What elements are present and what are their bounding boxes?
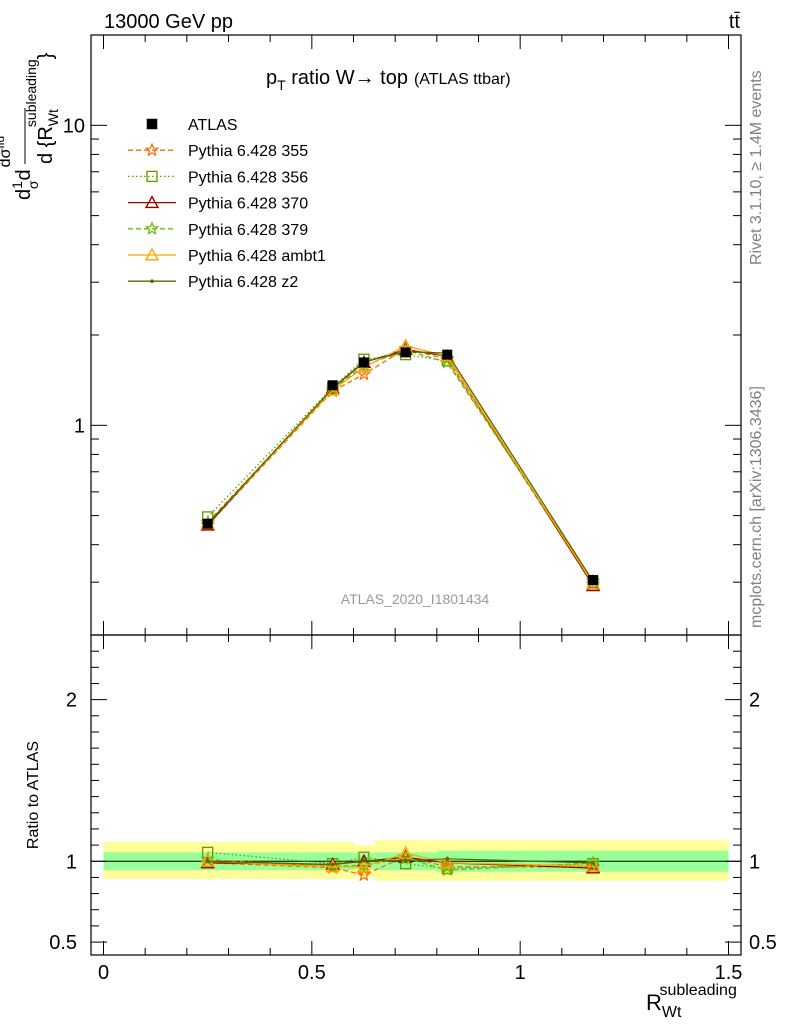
series-line [207,348,594,585]
ratio-point [356,857,372,872]
header-right: tt̄ [729,11,741,33]
main-plot: 1 10 pT ratio W→ top (ATLAS ttbar) d1σddσf… [0,34,742,636]
series-line [207,354,594,583]
x-axis-label-sub: Wt [662,1004,682,1021]
legend-label: ATLAS [188,117,238,134]
main-series-group [200,338,601,592]
svg-text:d {RWtsubleading}: d {RWtsubleading} [23,52,61,164]
atlas-point [202,518,213,529]
legend-marker [150,279,154,284]
atlas-point [442,349,453,360]
series-atlas [202,347,599,586]
ratio-xtick-label: 1.5 [715,962,743,984]
ratio-point [362,858,366,863]
ratio-point [403,858,408,863]
ratio-line [207,855,594,876]
legend-item: Pythia 6.428 z2 [128,274,298,291]
ratio-point [440,855,455,869]
legend-marker [146,170,158,183]
rivet-label: Rivet 3.1.10, ≥ 1.4M events [748,70,765,265]
legend-marker [144,221,160,236]
legend-item: Pythia 6.428 ambt1 [128,247,326,265]
legend-label: Pythia 6.428 370 [188,196,308,213]
x-axis-label: RWt subleading [646,982,737,1021]
analysis-label: ATLAS_2020_I1801434 [341,591,490,607]
legend-label: Pythia 6.428 ambt1 [188,248,326,265]
legend-label: Pythia 6.428 355 [188,143,308,160]
series-pythia-6-428-z2 [205,349,595,584]
ratio-ytick-label: 2 [66,690,77,712]
legend-marker [144,142,160,157]
ratio-xtick-label: 0.5 [298,962,326,984]
title-suffix: (ATLAS ttbar) [414,71,511,88]
ratio-series-pythia-6-428-z2 [205,857,595,867]
series-pythia-6-428-ambt1 [200,338,601,590]
series-line [207,348,594,587]
legend-marker [146,118,158,130]
ratio-xtick-label: 0 [98,962,109,984]
legend-marker [144,247,160,261]
main-ticks: 1 10 [63,34,741,636]
legend-label: Pythia 6.428 356 [188,169,308,186]
ratio-point [330,862,335,867]
ratio-point [356,867,372,882]
legend-item: Pythia 6.428 355 [128,142,308,160]
mcplots-label: mcplots.cern.ch [arXiv:1306.3436] [748,386,765,628]
title-p: p [266,67,277,89]
ratio-point [585,859,601,874]
ratio-xtick-label: 1 [515,962,526,984]
ratio-line [207,858,594,866]
ratio-line [207,851,594,870]
ratio-frame [90,634,742,956]
x-axis-label-sup: subleading [659,982,736,999]
atlas-point [400,347,411,358]
main-ytick-label: 1 [74,415,85,437]
legend: ATLAS Pythia 6.428 355 Pythia 6.428 356 Pyt… [128,117,326,291]
header-left: 13000 GeV pp [104,11,233,33]
legend-item: Pythia 6.428 370 [128,195,308,213]
series-line [207,345,594,585]
y-axis-label: d1σddσfid d {RWtsubleading} [0,52,61,200]
series-line [207,349,594,582]
legend-label: Pythia 6.428 z2 [188,274,298,291]
ratio-ytick-label-right: 0.5 [749,932,777,954]
atlas-point [358,357,369,368]
ratio-ytick-label: 0.5 [49,932,77,954]
ratio-point [325,859,340,873]
ratio-point [398,845,413,859]
series-line [207,351,594,582]
ratio-ticks: 0.5 0.5 1 1 2 2 0 0.5 1 1.5 [49,635,777,984]
legend-item: Pythia 6.428 356 [128,169,308,186]
main-ytick-label: 10 [63,115,85,137]
plot-title: pT ratio W→ top (ATLAS ttbar) [266,67,511,93]
ratio-point [200,853,215,867]
ratio-plot: 0.5 0.5 1 1 2 2 0 0.5 1 1.5 Ratio to ATLAS RWt sub… [25,634,777,1021]
legend-item: Pythia 6.428 379 [128,221,308,239]
ratio-point [445,857,450,861]
ratio-ytick-label: 1 [66,851,77,873]
ratio-ytick-label-right: 1 [749,851,760,873]
legend-label: Pythia 6.428 379 [188,222,308,239]
legend-marker [144,195,160,209]
atlas-point [588,575,599,586]
ratio-point [591,861,595,865]
ratio-ytick-label-right: 2 [749,690,760,712]
title-rest: ratio W→ top [286,67,408,89]
ratio-line [207,857,594,871]
ratio-point [356,859,372,873]
x-axis-label-main: R [646,990,662,1015]
ratio-series-group [200,845,601,882]
ratio-point [205,859,210,864]
ratio-y-label: Ratio to ATLAS [25,741,42,849]
atlas-point [327,380,338,391]
ratio-point [585,858,601,872]
title-sub: T [277,77,286,93]
legend-item: ATLAS [146,117,238,134]
series-pythia-6-428-356 [202,349,599,588]
